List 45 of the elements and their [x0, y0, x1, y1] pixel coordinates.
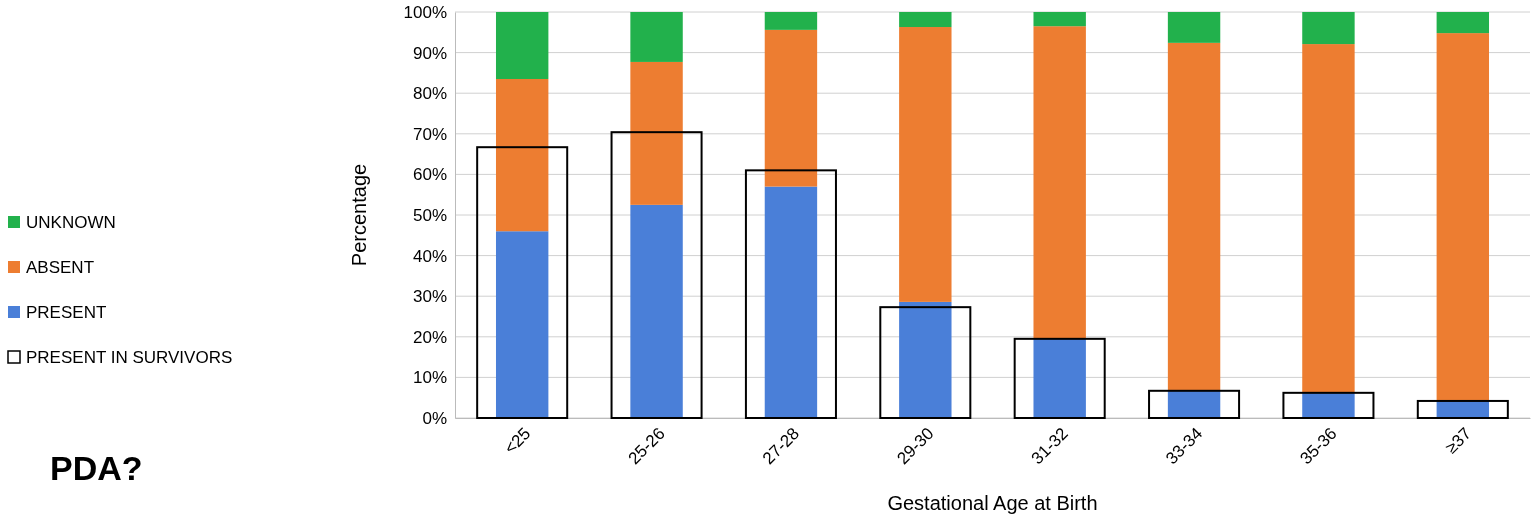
legend-label: UNKNOWN: [26, 213, 116, 232]
text: PDA?: [50, 449, 143, 487]
legend-label: PRESENT IN SURVIVORS: [26, 348, 233, 367]
bar: [1148, 389, 1241, 419]
bar: [899, 27, 952, 302]
bar: [764, 186, 818, 418]
y-tick-label: 20%: [412, 327, 447, 347]
bar: [495, 231, 549, 418]
y-tick-label: 30%: [412, 287, 447, 307]
y-tick-label: 90%: [412, 43, 447, 63]
y-tick-label: 70%: [412, 124, 447, 144]
x-tick-label: ≥37: [1441, 423, 1475, 458]
bar: [1167, 42, 1221, 391]
bar: [1033, 338, 1086, 418]
y-tick-label: 80%: [412, 84, 447, 104]
legend-label: ABSENT: [26, 258, 95, 277]
y-tick-label: 40%: [412, 246, 447, 266]
y-tick-label: 0%: [422, 408, 447, 428]
bar: [630, 204, 683, 418]
bar: [1436, 33, 1490, 401]
y-tick-label: 50%: [412, 205, 447, 225]
bar: [1282, 391, 1375, 419]
bar: [1013, 337, 1106, 419]
bar: [1416, 399, 1509, 419]
bar: [1302, 12, 1355, 45]
x-tick-label: <25: [500, 423, 535, 458]
y-axis-title: Percentage: [348, 163, 370, 267]
y-tick-label: 60%: [412, 165, 447, 185]
bar: [899, 301, 952, 418]
bar: [1302, 44, 1355, 393]
bar: [630, 12, 683, 62]
y-tick-label: 10%: [412, 368, 447, 388]
bar: [630, 61, 683, 205]
x-axis-title: Gestational Age at Birth: [887, 492, 1098, 514]
bar: [1436, 12, 1490, 34]
bar: [764, 12, 818, 30]
bar: [764, 29, 818, 187]
bar: [899, 12, 952, 28]
bar: [1167, 12, 1221, 43]
y-tick-label: 100%: [403, 2, 447, 22]
bar: [495, 12, 549, 79]
bar: [1033, 26, 1086, 339]
legend-label: PRESENT: [26, 303, 107, 322]
bar: [1033, 12, 1086, 27]
bar: [495, 78, 549, 232]
